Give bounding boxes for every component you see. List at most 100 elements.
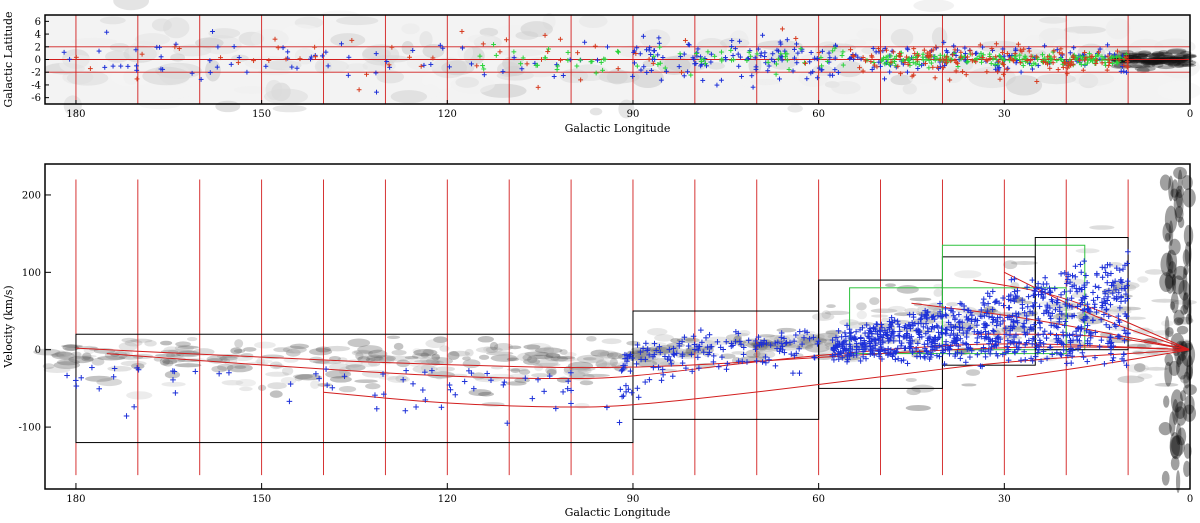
velocity-emission-patch xyxy=(563,368,589,377)
velocity-emission-patch xyxy=(531,373,550,378)
latitude-marker-blue xyxy=(735,51,741,57)
latitude-plane-emission xyxy=(1144,53,1165,58)
latitude-marker-blue xyxy=(700,78,706,83)
latitude-marker-red xyxy=(87,66,93,72)
latitude-marker-blue xyxy=(210,29,215,34)
latitude-marker-green xyxy=(651,53,657,59)
velocity-y-tick-label: 200 xyxy=(22,190,41,201)
velocity-emission-patch xyxy=(391,349,407,356)
latitude-marker-red xyxy=(1024,58,1030,63)
velocity-center-emission xyxy=(1175,189,1183,208)
latitude-marker-red xyxy=(958,49,964,55)
latitude-marker-red xyxy=(272,36,278,42)
latitude-emission-patch xyxy=(250,29,289,49)
latitude-plane-emission xyxy=(1137,53,1149,59)
latitude-marker-green xyxy=(923,57,929,63)
latitude-marker-blue xyxy=(778,41,784,47)
velocity-emission-patch xyxy=(365,383,381,390)
velocity-emission-patch xyxy=(909,297,932,302)
latitude-emission-patch xyxy=(406,54,441,71)
latitude-marker-blue xyxy=(154,44,160,50)
latitude-marker-blue xyxy=(676,64,682,70)
latitude-marker-blue xyxy=(693,61,699,66)
latitude-marker-green xyxy=(662,65,668,71)
velocity-emission-patch xyxy=(121,337,138,343)
latitude-marker-green xyxy=(600,67,605,73)
velocity-x-tick-label: 90 xyxy=(627,494,640,505)
latitude-marker-green xyxy=(773,71,779,77)
latitude-marker-green xyxy=(657,44,663,50)
latitude-marker-blue xyxy=(373,70,379,76)
velocity-emission-patch xyxy=(510,368,521,373)
velocity-emission-patch xyxy=(386,335,401,339)
latitude-marker-red xyxy=(1099,60,1105,66)
latitude-marker-red xyxy=(1058,46,1064,52)
velocity-emission-patch xyxy=(267,382,287,390)
latitude-plane-emission xyxy=(1136,67,1150,73)
velocity-emission-patch xyxy=(447,351,460,360)
velocity-center-emission xyxy=(1173,317,1184,326)
latitude-marker-green xyxy=(888,53,894,59)
latitude-plane-emission xyxy=(1135,55,1148,60)
velocity-emission-patch xyxy=(810,333,825,340)
latitude-marker-blue xyxy=(729,38,735,43)
velocity-emission-patch xyxy=(1089,225,1115,230)
latitude-marker-red xyxy=(535,84,541,90)
latitude-marker-blue xyxy=(440,45,446,51)
velocity-emission-patch xyxy=(118,342,138,352)
latitude-emission-patch xyxy=(151,18,172,32)
latitude-marker-green xyxy=(980,52,986,58)
latitude-marker-green xyxy=(1035,57,1041,62)
latitude-plane-emission xyxy=(1127,60,1139,65)
latitude-plane-emission xyxy=(1144,61,1166,66)
velocity-emission-patch xyxy=(239,386,253,392)
latitude-emission-patch xyxy=(890,74,913,86)
latitude-marker-red xyxy=(575,50,581,56)
latitude-marker-blue xyxy=(681,73,687,79)
velocity-center-emission xyxy=(1177,169,1183,193)
latitude-marker-blue xyxy=(782,48,788,54)
velocity-emission-patch xyxy=(523,344,541,350)
latitude-marker-red xyxy=(558,57,563,63)
latitude-marker-blue xyxy=(816,65,822,71)
latitude-marker-green xyxy=(493,53,499,58)
latitude-marker-red xyxy=(850,53,856,59)
latitude-x-axis-title: Galactic Longitude xyxy=(565,122,671,135)
latitude-marker-green xyxy=(511,49,517,55)
latitude-y-tick-label: -2 xyxy=(31,68,41,79)
latitude-marker-blue xyxy=(634,45,640,51)
latitude-emission-patch xyxy=(748,55,762,75)
latitude-plane-emission xyxy=(1167,62,1189,68)
latitude-marker-blue xyxy=(582,39,588,45)
latitude-marker-blue xyxy=(762,54,768,59)
latitude-emission-patch xyxy=(450,75,495,94)
latitude-y-tick-label: 6 xyxy=(35,17,41,28)
latitude-marker-blue xyxy=(285,49,291,55)
latitude-plane-emission xyxy=(1151,62,1164,68)
latitude-emission-patch xyxy=(401,23,420,35)
latitude-plane-emission xyxy=(1180,50,1192,56)
latitude-marker-blue xyxy=(980,44,985,50)
latitude-marker-red xyxy=(1060,65,1066,70)
latitude-marker-red xyxy=(977,42,983,48)
latitude-marker-red xyxy=(793,36,799,41)
latitude-marker-blue xyxy=(766,63,772,69)
latitude-marker-blue xyxy=(384,59,390,64)
latitude-marker-blue xyxy=(765,68,771,74)
latitude-emission-patch xyxy=(750,78,782,86)
latitude-marker-blue xyxy=(104,29,110,35)
latitude-marker-red xyxy=(430,55,436,61)
latitude-marker-green xyxy=(588,59,594,65)
latitude-marker-blue xyxy=(346,54,352,60)
latitude-emission-patch xyxy=(441,60,475,76)
velocity-emission-patch xyxy=(393,342,404,351)
velocity-emission-patch xyxy=(905,377,917,382)
velocity-emission-patch xyxy=(107,365,132,372)
latitude-marker-red xyxy=(857,65,862,71)
latitude-marker-blue xyxy=(158,54,164,60)
latitude-marker-green xyxy=(916,62,922,67)
latitude-marker-blue xyxy=(189,70,195,76)
velocity-y-axis-title: Velocity (km/s) xyxy=(2,285,15,368)
latitude-marker-red xyxy=(898,71,903,77)
latitude-marker-blue xyxy=(437,42,443,48)
